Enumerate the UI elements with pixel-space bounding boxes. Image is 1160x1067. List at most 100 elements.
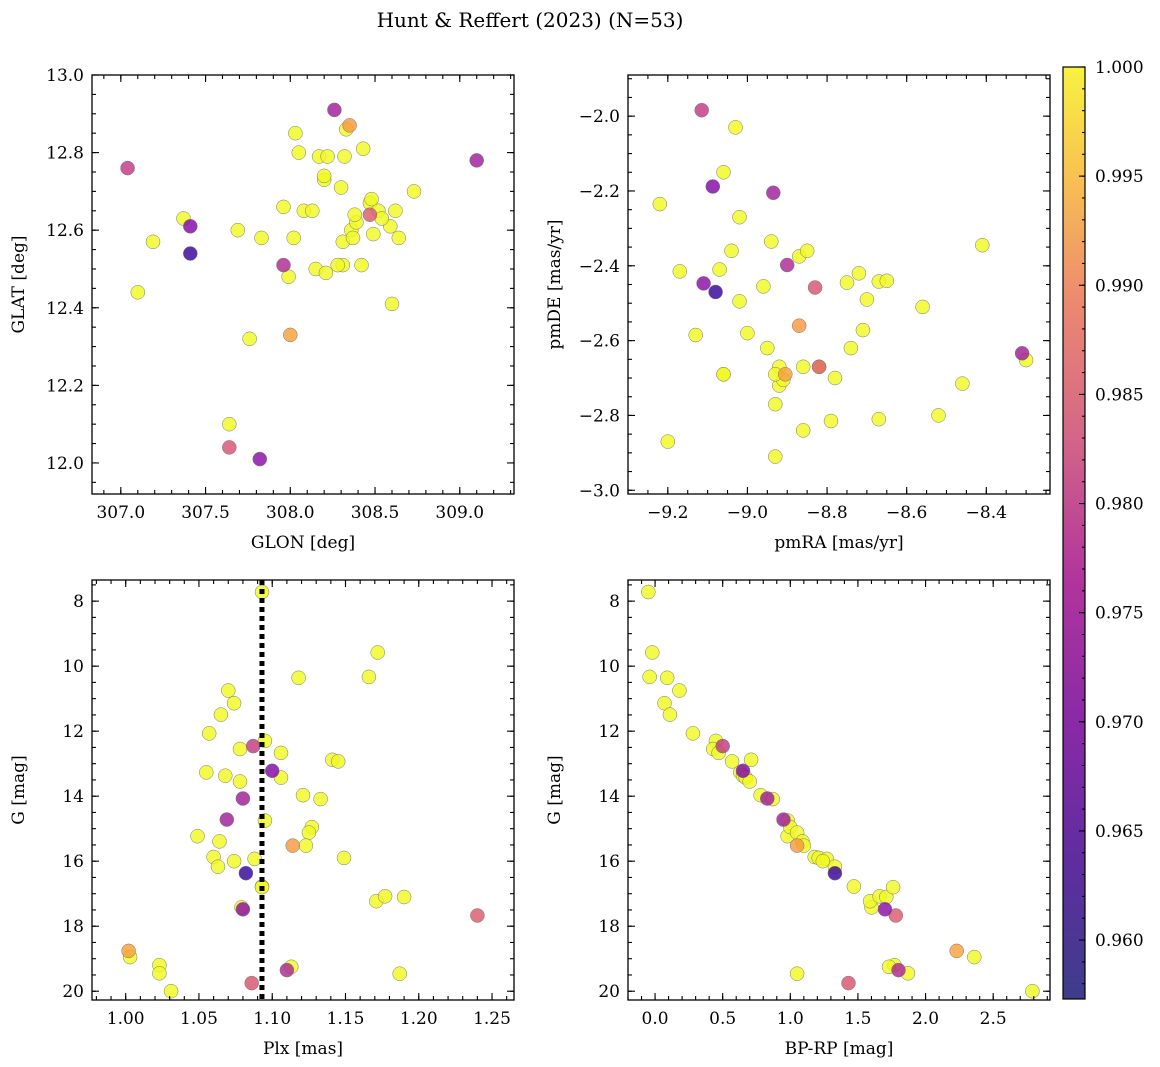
panel-pos: 307.0 307.5 308.0 308.5 309.0 12.0 12.2 12.4 12.… bbox=[9, 66, 515, 553]
data-point bbox=[254, 230, 269, 246]
data-point bbox=[276, 257, 291, 273]
data-point bbox=[318, 265, 334, 281]
y-tick-label: 10 bbox=[62, 657, 84, 677]
x-tick-label: 0.0 bbox=[642, 1009, 669, 1029]
data-point bbox=[345, 230, 361, 246]
data-point bbox=[305, 203, 320, 219]
y-tick-label: −3.0 bbox=[579, 481, 620, 501]
data-point bbox=[245, 738, 261, 754]
data-point bbox=[841, 975, 856, 991]
ticks-pos: 307.0 307.5 308.0 308.5 309.0 12.0 12.2 12.4 12.… bbox=[46, 66, 514, 523]
data-point bbox=[354, 257, 369, 273]
y-axis-label: G [mag] bbox=[545, 755, 565, 824]
data-point bbox=[768, 449, 783, 464]
data-point bbox=[708, 284, 723, 300]
data-point bbox=[735, 763, 751, 779]
data-point bbox=[279, 962, 295, 978]
y-tick-label: −2.8 bbox=[579, 406, 620, 426]
data-point bbox=[391, 230, 407, 246]
axes-frame bbox=[91, 579, 515, 1001]
data-point bbox=[222, 416, 237, 432]
data-point bbox=[213, 707, 229, 722]
colorbar-tick-label: 0.980 bbox=[1095, 495, 1144, 515]
y-tick-label: 20 bbox=[62, 982, 84, 1002]
data-point bbox=[799, 243, 815, 259]
data-point bbox=[641, 584, 656, 600]
data-point bbox=[235, 791, 251, 806]
data-point bbox=[879, 273, 895, 289]
x-tick-label: 0.5 bbox=[709, 1009, 736, 1029]
data-point bbox=[238, 865, 254, 881]
y-tick-label: 16 bbox=[62, 852, 84, 872]
data-point bbox=[221, 683, 236, 698]
data-point bbox=[766, 185, 781, 201]
data-point bbox=[694, 102, 709, 118]
y-tick-label: 12 bbox=[62, 722, 84, 742]
data-point bbox=[219, 812, 235, 827]
x-tick-label: −8.6 bbox=[886, 503, 927, 523]
x-tick-label: 1.0 bbox=[777, 1009, 804, 1029]
colorbar: 0.960 0.965 0.970 0.975 0.980 0.985 0.990 0.995… bbox=[1062, 58, 1144, 1000]
data-point bbox=[696, 276, 711, 291]
x-axis-label: pmRA [mas/yr] bbox=[774, 533, 903, 553]
y-tick-label: 14 bbox=[598, 787, 620, 807]
x-tick-label: 2.0 bbox=[912, 1009, 939, 1029]
data-point bbox=[839, 275, 855, 290]
data-point bbox=[330, 754, 346, 769]
data-point bbox=[815, 853, 831, 869]
ticks-pm: −9.2 −9.0 −8.8 −8.6 −8.4 −3.0 −2.8 −2.6 −2.4 −2.2… bbox=[579, 75, 1050, 523]
y-tick-label: 10 bbox=[598, 657, 620, 677]
data-point bbox=[659, 670, 675, 686]
data-point bbox=[660, 434, 676, 449]
data-point bbox=[222, 440, 237, 455]
x-tick-label: 2.5 bbox=[980, 1009, 1007, 1029]
data-point bbox=[715, 738, 730, 754]
panel-pm: −9.2 −9.0 −8.8 −8.6 −8.4 −3.0 −2.8 −2.6 −2.4 −2.2… bbox=[545, 74, 1051, 553]
data-point bbox=[712, 262, 727, 277]
data-point bbox=[652, 196, 668, 212]
points-plx bbox=[121, 584, 485, 999]
data-point bbox=[843, 340, 859, 356]
data-point bbox=[242, 331, 257, 347]
ticks-cmd: 0.0 0.5 1.0 1.5 2.0 2.5 8 10 12 14 16 18 20 bbox=[598, 580, 1050, 1029]
data-point bbox=[724, 243, 739, 259]
x-tick-label: 309.0 bbox=[435, 503, 484, 523]
y-tick-label: 12 bbox=[598, 722, 620, 742]
y-axis-label: G [mag] bbox=[9, 755, 29, 824]
y-tick-label: −2.4 bbox=[579, 257, 620, 277]
data-point bbox=[743, 752, 759, 768]
x-tick-label: 307.0 bbox=[96, 503, 145, 523]
data-point bbox=[470, 908, 485, 923]
data-point bbox=[190, 828, 205, 844]
colorbar-tick-label: 1.000 bbox=[1095, 58, 1144, 78]
data-point bbox=[642, 669, 657, 685]
x-tick-label: 308.0 bbox=[266, 503, 315, 523]
x-tick-label: 1.05 bbox=[180, 1009, 218, 1029]
data-point bbox=[377, 889, 393, 904]
points-pos bbox=[120, 102, 484, 467]
data-point bbox=[851, 266, 867, 281]
x-tick-label: −8.8 bbox=[806, 503, 847, 523]
x-tick-label: −9.0 bbox=[727, 503, 768, 523]
data-point bbox=[333, 180, 349, 195]
data-point bbox=[362, 207, 378, 222]
colorbar-tick-label: 0.965 bbox=[1095, 822, 1144, 842]
data-point bbox=[336, 850, 352, 866]
axes-frame bbox=[627, 579, 1051, 1001]
colorbar-tick-label: 0.970 bbox=[1095, 713, 1144, 733]
data-point bbox=[645, 645, 660, 660]
colorbar-tick-label: 0.975 bbox=[1095, 604, 1144, 624]
data-point bbox=[163, 983, 179, 999]
data-point bbox=[388, 203, 403, 219]
data-point bbox=[232, 774, 248, 789]
colorbar-tick-label: 0.985 bbox=[1095, 385, 1144, 405]
data-point bbox=[406, 184, 422, 199]
data-point bbox=[145, 234, 161, 250]
data-point bbox=[273, 745, 289, 761]
points-cmd bbox=[641, 584, 1040, 999]
data-point bbox=[859, 292, 875, 307]
y-axis-label: pmDE [mas/yr] bbox=[545, 219, 565, 349]
data-point bbox=[827, 865, 843, 881]
data-point bbox=[823, 413, 839, 429]
data-point bbox=[252, 451, 268, 467]
